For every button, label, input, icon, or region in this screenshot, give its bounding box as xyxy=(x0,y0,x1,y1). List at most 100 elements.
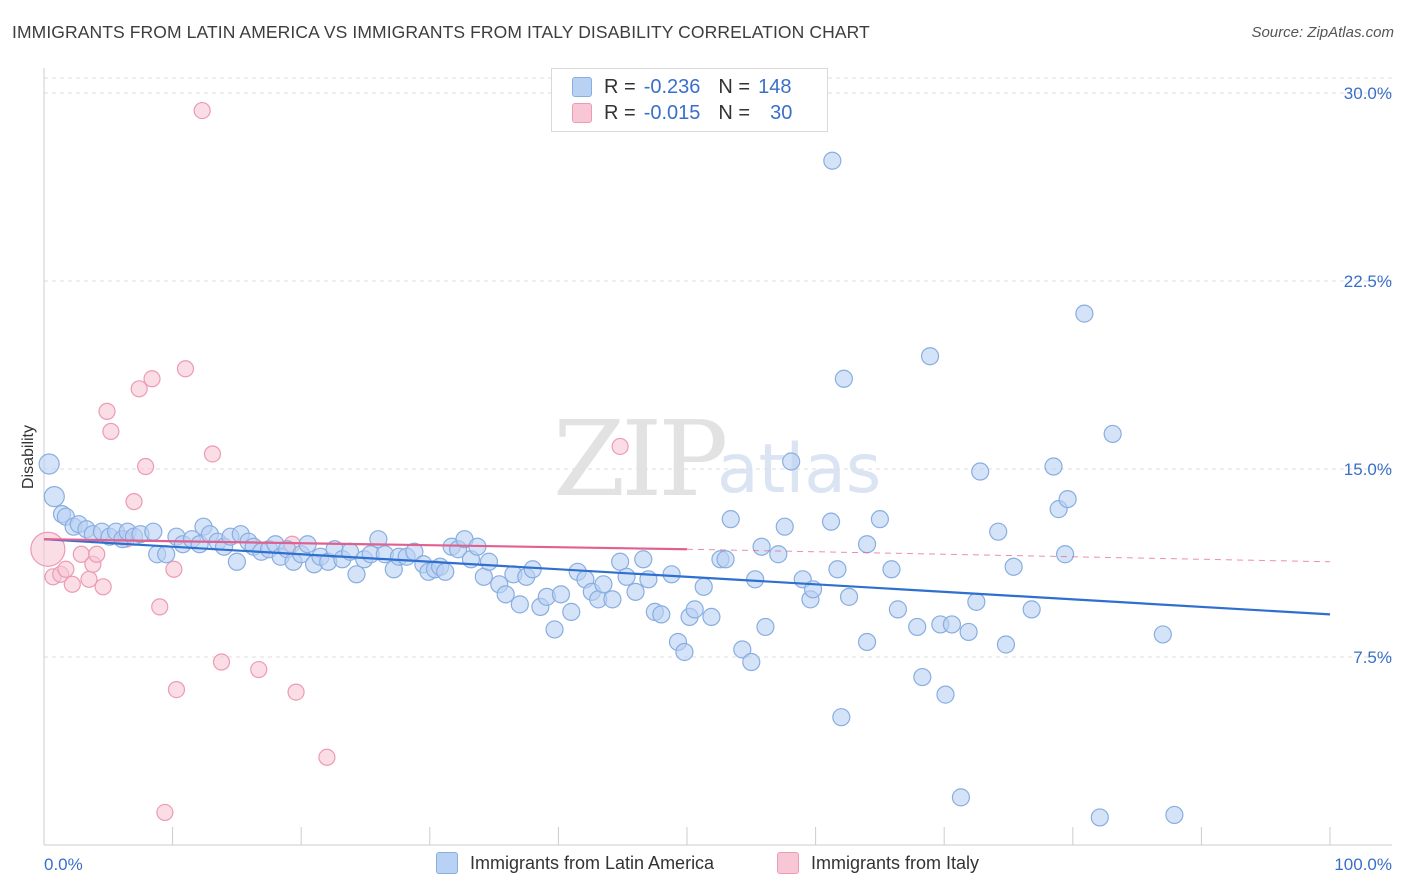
source-label: Source: ZipAtlas.com xyxy=(1251,24,1394,41)
latin-america-point xyxy=(913,667,932,687)
x-tick-label: 100.0% xyxy=(1334,855,1392,874)
latin-america-point xyxy=(347,565,366,584)
latin-america-point xyxy=(1004,557,1023,576)
latin-america-point xyxy=(551,585,571,604)
latin-america-point xyxy=(823,151,842,170)
latin-america-point xyxy=(594,575,613,594)
latin-america-point xyxy=(227,552,246,571)
latin-america-point xyxy=(626,582,645,601)
legend-row-latin-america: R = -0.236 N = 148 xyxy=(572,74,791,100)
latin-america-point xyxy=(562,602,581,621)
n-value: 148 xyxy=(758,75,792,98)
latin-america-swatch xyxy=(572,77,592,97)
italy-trend-extension xyxy=(686,548,1331,563)
italy-swatch xyxy=(572,103,592,123)
latin-america-swatch xyxy=(436,852,458,874)
latin-america-point xyxy=(989,522,1008,541)
latin-america-point xyxy=(634,550,653,569)
chart-title: IMMIGRANTS FROM LATIN AMERICA VS IMMIGRA… xyxy=(12,22,870,42)
latin-america-point xyxy=(716,550,735,569)
italy-point xyxy=(287,683,305,701)
latin-america-point xyxy=(857,632,877,652)
latin-america-point xyxy=(821,512,841,531)
italy-point xyxy=(156,803,174,822)
italy-point xyxy=(80,570,98,588)
latin-america-point xyxy=(733,640,752,659)
correlation-legend: R = -0.236 N = 148 R = -0.015 N = 30 xyxy=(551,68,828,132)
axes xyxy=(43,68,1392,846)
latin-america-point xyxy=(775,517,794,536)
latin-america-point xyxy=(936,685,955,704)
r-value: -0.236 xyxy=(643,75,701,98)
latin-america-point xyxy=(545,620,564,639)
italy-point xyxy=(88,545,106,563)
legend-label: Immigrants from Latin America xyxy=(470,852,715,873)
latin-america-point xyxy=(888,600,908,619)
latin-america-point xyxy=(742,652,761,672)
latin-america-point xyxy=(721,510,740,529)
italy-point xyxy=(151,598,169,616)
legend-item-italy[interactable]: Immigrants from Italy xyxy=(777,852,979,874)
latin-america-point xyxy=(436,562,455,581)
watermark-zip: ZIP xyxy=(553,398,728,520)
tick-labels: 7.5% 15.0% 22.5% 30.0% 0.0% 100.0% xyxy=(44,84,1392,874)
latin-america-point xyxy=(1044,457,1063,476)
y-tick-label: 15.0% xyxy=(1344,460,1392,479)
latin-america-point xyxy=(828,560,847,579)
legend-row-italy: R = -0.015 N = 30 xyxy=(572,100,792,126)
italy-swatch xyxy=(777,852,799,874)
latin-america-point xyxy=(38,453,60,475)
x-tick-label: 0.0% xyxy=(44,855,83,874)
latin-america-point xyxy=(694,577,713,596)
latin-america-point xyxy=(496,585,515,604)
latin-america-point xyxy=(1153,625,1172,644)
italy-point xyxy=(30,531,66,567)
latin-america-point xyxy=(523,560,542,579)
latin-america-point xyxy=(908,617,927,637)
r-label: R = xyxy=(604,75,636,98)
italy-point xyxy=(165,560,183,578)
latin-america-point xyxy=(756,617,775,637)
latin-america-point xyxy=(1075,304,1094,323)
latin-america-point xyxy=(617,567,636,586)
latin-america-point xyxy=(769,545,788,564)
grid-lines xyxy=(44,77,1392,658)
latin-america-point xyxy=(959,622,978,642)
latin-america-point xyxy=(971,462,990,481)
r-label: R = xyxy=(604,101,636,124)
latin-america-point xyxy=(1103,424,1122,444)
latin-america-point xyxy=(870,510,890,529)
italy-point xyxy=(611,437,629,456)
italy-points xyxy=(30,101,629,822)
latin-america-point xyxy=(662,565,681,584)
italy-point xyxy=(143,370,161,388)
latin-america-point xyxy=(832,708,851,727)
trend-lines xyxy=(43,538,1331,616)
italy-point xyxy=(203,445,222,463)
latin-america-point xyxy=(144,522,163,541)
latin-america-point xyxy=(652,605,671,624)
latin-america-trend-line xyxy=(43,538,1331,616)
n-label: N = xyxy=(718,101,751,124)
legend-label: Immigrants from Italy xyxy=(811,852,980,873)
italy-point xyxy=(136,457,155,476)
legend-item-latin-america[interactable]: Immigrants from Latin America xyxy=(436,852,714,874)
latin-america-point xyxy=(967,592,986,611)
latin-america-point xyxy=(1165,805,1184,825)
n-label: N = xyxy=(718,75,751,98)
latin-america-point xyxy=(996,635,1016,654)
latin-america-point xyxy=(1055,545,1075,564)
latin-america-point xyxy=(1022,600,1041,619)
latin-america-point xyxy=(675,642,694,662)
n-value: 30 xyxy=(770,101,793,124)
italy-point xyxy=(318,748,336,766)
latin-america-point xyxy=(951,788,971,807)
latin-america-point xyxy=(942,615,962,634)
y-tick-label: 30.0% xyxy=(1344,84,1392,103)
latin-america-point xyxy=(839,587,859,606)
latin-america-point xyxy=(611,552,630,571)
latin-america-point xyxy=(685,600,704,619)
italy-point xyxy=(98,402,116,420)
latin-america-point xyxy=(43,485,65,508)
